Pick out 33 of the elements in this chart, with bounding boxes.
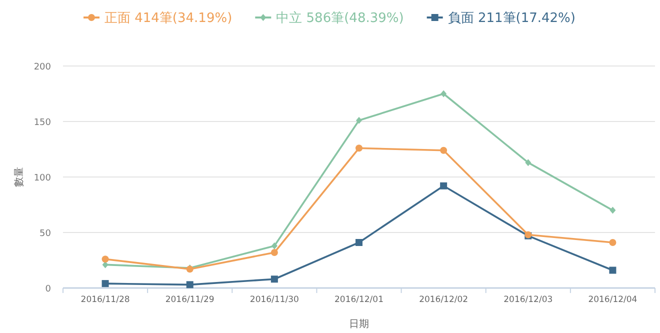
y-tick-label: 200 [34,62,52,72]
point [102,280,109,288]
x-tick-label: 2016/11/29 [165,295,214,305]
x-tick-label: 2016/11/28 [80,295,130,305]
legend-label: 正面 414筆(34.19%) [104,11,232,26]
x-axis-title: 日期 [349,318,369,330]
point [271,242,278,250]
y-tick-label: 150 [34,118,52,128]
y-tick-label: 100 [34,174,52,184]
point [270,276,278,283]
point [440,182,448,190]
x-tick-label: 2016/12/03 [504,295,553,305]
point [440,90,447,98]
point [186,281,194,288]
x-tick-label: 2016/11/30 [250,295,299,305]
legend-label: 負面 211筆(17.42%) [448,11,576,26]
point [356,238,362,246]
y-tick-label: 50 [40,229,52,239]
x-tick-label: 2016/12/01 [334,295,384,305]
x-tick-label: 2016/12/02 [419,295,468,305]
point [356,116,362,124]
x-tick-label: 2016/12/04 [588,295,638,305]
point [270,248,278,256]
point [609,266,616,274]
point [525,159,532,166]
point [356,144,362,152]
point [609,238,616,246]
point [440,146,448,154]
y-axis-title: 數量 [13,167,25,187]
point [610,206,616,214]
point [102,256,109,263]
y-tick-label: 0 [45,284,52,294]
legend-label: 中立 586筆(48.39%) [276,10,404,26]
